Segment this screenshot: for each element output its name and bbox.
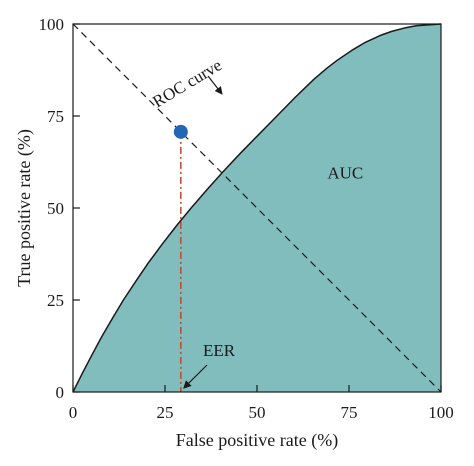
x-tick-label: 50 [249,403,266,422]
eer-point [173,124,188,139]
eer-annotation: EER [203,341,236,360]
x-tick-label: 100 [428,403,454,422]
x-axis-title: False positive rate (%) [176,430,338,451]
eer-annotation-arrow [183,364,208,389]
y-tick-label: 0 [56,383,65,402]
x-tick-label: 75 [341,403,358,422]
y-axis-ticks: 0 25 50 75 100 [39,15,80,402]
roc-curve-line [72,23,442,393]
x-tick-label: 0 [69,403,78,422]
chance-diagonal-line [72,23,442,393]
auc-annotation: AUC [327,164,363,183]
x-axis-ticks: 0 25 50 75 100 [69,385,454,422]
x-tick-label: 25 [157,403,174,422]
y-tick-label: 100 [39,15,65,34]
roc-annotation-arrow [207,75,223,95]
y-tick-label: 25 [47,291,64,310]
y-tick-label: 50 [47,199,64,218]
y-axis-title: True positive rate (%) [14,129,35,287]
y-tick-label: 75 [47,107,64,126]
